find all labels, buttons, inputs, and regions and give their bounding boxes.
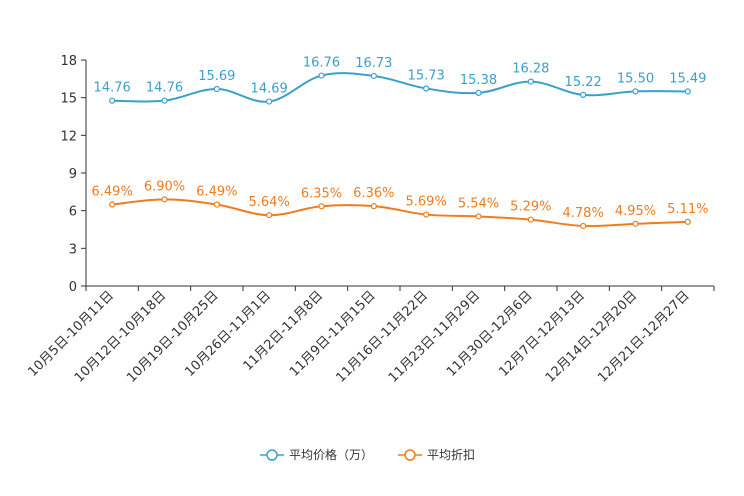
data-point[interactable] <box>475 213 482 220</box>
data-label: 5.64% <box>249 195 290 210</box>
data-point[interactable] <box>684 218 691 225</box>
legend-item-2[interactable]: 平均折扣 <box>398 447 475 462</box>
data-point[interactable] <box>580 222 587 230</box>
data-point[interactable] <box>370 203 377 210</box>
legend-marker-icon <box>266 449 278 461</box>
data-point[interactable] <box>213 85 220 93</box>
data-labels: 14.76 14.76 15.69 14.69 16.76 16.73 15.73 15.38… <box>92 56 709 221</box>
data-label: 15.50 <box>617 71 654 86</box>
y-tick-label: 0 <box>69 280 77 295</box>
data-label: 14.76 <box>146 81 183 96</box>
data-point[interactable] <box>475 89 482 96</box>
legend-item-1[interactable]: 平均价格（万） <box>260 447 373 462</box>
data-label: 15.38 <box>460 73 497 88</box>
data-label: 6.49% <box>92 185 133 200</box>
y-tick-label: 18 <box>60 54 77 69</box>
x-tick-label: 12月14日-12月20日 <box>543 288 640 385</box>
legend-label: 平均价格（万） <box>289 447 373 462</box>
data-point[interactable] <box>423 211 430 218</box>
data-label: 15.73 <box>408 69 445 84</box>
data-label: 15.69 <box>198 69 235 84</box>
y-tick-label: 6 <box>69 205 77 220</box>
data-label: 14.69 <box>251 82 288 97</box>
data-label: 14.76 <box>94 81 131 96</box>
data-label: 15.22 <box>565 75 602 90</box>
x-tick-label: 10月19日-10月25日 <box>124 288 221 385</box>
data-point[interactable] <box>266 98 273 105</box>
data-label: 4.78% <box>563 206 604 221</box>
data-point[interactable] <box>109 201 116 208</box>
x-tick-label: 10月12日-10月18日 <box>72 288 169 385</box>
axes: 0 3 6 9 12 15 18 10月5日-10月11日10月12日-10月18日10月19… <box>25 54 715 386</box>
data-label: 6.36% <box>353 186 394 201</box>
data-label: 4.95% <box>615 204 656 219</box>
data-label: 5.11% <box>667 202 708 217</box>
data-label: 16.76 <box>303 56 340 71</box>
data-label: 5.29% <box>510 200 551 215</box>
x-tick-label: 11月16日-11月22日 <box>334 288 431 385</box>
y-tick-label: 9 <box>69 167 77 182</box>
data-label: 15.49 <box>669 72 706 87</box>
data-point[interactable] <box>213 201 220 208</box>
y-tick-label: 3 <box>69 242 77 257</box>
y-tick-label: 12 <box>60 129 77 144</box>
data-point[interactable] <box>318 72 325 79</box>
data-point[interactable] <box>161 196 168 203</box>
legend[interactable]: 平均价格（万） 平均折扣 <box>260 447 475 462</box>
x-tick-label: 11月23日-11月29日 <box>386 288 483 385</box>
data-point[interactable] <box>527 78 534 85</box>
data-label: 6.90% <box>144 179 185 194</box>
x-tick-label: 12月21日-12月27日 <box>595 288 692 385</box>
data-point[interactable] <box>370 72 377 80</box>
data-point[interactable] <box>318 203 325 210</box>
data-point[interactable] <box>266 212 273 219</box>
data-label: 5.54% <box>458 196 499 211</box>
data-label: 16.73 <box>355 56 392 71</box>
legend-marker-icon <box>404 449 416 461</box>
data-label: 5.69% <box>406 195 447 210</box>
data-point[interactable] <box>632 220 639 227</box>
legend-label: 平均折扣 <box>427 447 475 462</box>
data-point[interactable] <box>423 85 430 92</box>
series-line-2[interactable] <box>112 198 688 228</box>
data-point[interactable] <box>632 88 639 95</box>
data-label: 6.35% <box>301 186 342 201</box>
x-tick-label: 10月5日-10月11日 <box>25 288 117 380</box>
data-point[interactable] <box>527 216 534 223</box>
data-point[interactable] <box>109 97 116 104</box>
data-point[interactable] <box>684 88 691 95</box>
y-tick-label: 15 <box>60 92 77 107</box>
data-label: 16.28 <box>512 62 549 77</box>
data-point[interactable] <box>161 97 168 104</box>
data-point[interactable] <box>580 91 587 99</box>
series-layer <box>109 72 691 230</box>
data-label: 6.49% <box>196 185 237 200</box>
series-line-1[interactable] <box>112 72 688 103</box>
